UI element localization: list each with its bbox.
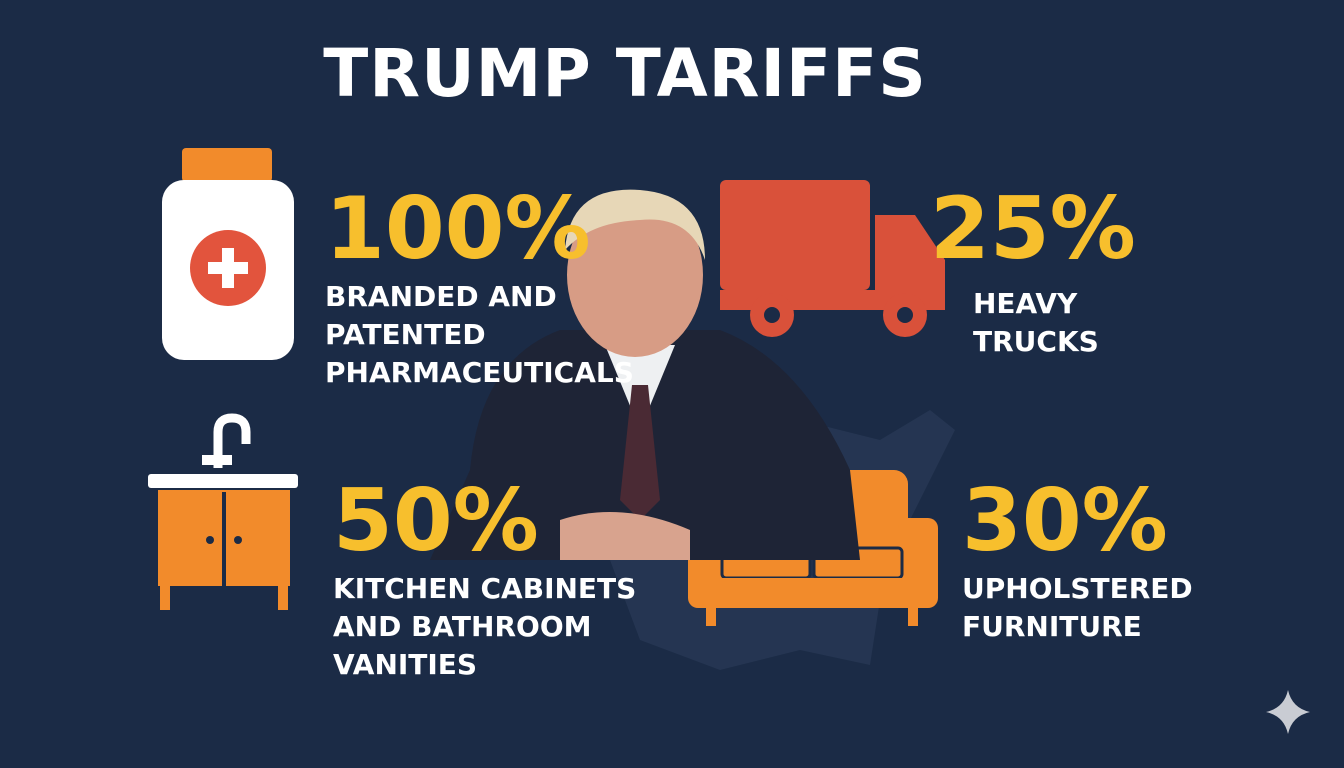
truck-icon <box>720 180 945 337</box>
tariff-label: FURNITURE <box>962 610 1142 643</box>
tariff-label: PHARMACEUTICALS <box>325 356 634 389</box>
tariff-label: BRANDED AND <box>325 280 557 313</box>
tariff-label: KITCHEN CABINETS <box>333 572 636 605</box>
tariff-label: TRUCKS <box>973 325 1099 358</box>
tariff-label: UPHOLSTERED <box>962 572 1193 605</box>
tariff-rate: 50% <box>333 471 539 571</box>
tariff-rate: 30% <box>962 471 1168 571</box>
tariff-label: HEAVY <box>973 287 1078 320</box>
tariff-rate: 25% <box>930 179 1136 279</box>
title: TRUMP TARIFFS <box>323 35 927 112</box>
tariff-label: AND BATHROOM <box>333 610 592 643</box>
person-photo <box>430 189 860 560</box>
sink-cabinet-icon <box>148 413 298 610</box>
tariff-label: VANITIES <box>333 648 477 681</box>
pill-bottle-icon <box>162 148 294 360</box>
tariff-label: PATENTED <box>325 318 486 351</box>
sparkle-icon <box>1266 690 1310 734</box>
tariff-rate: 100% <box>325 179 591 279</box>
